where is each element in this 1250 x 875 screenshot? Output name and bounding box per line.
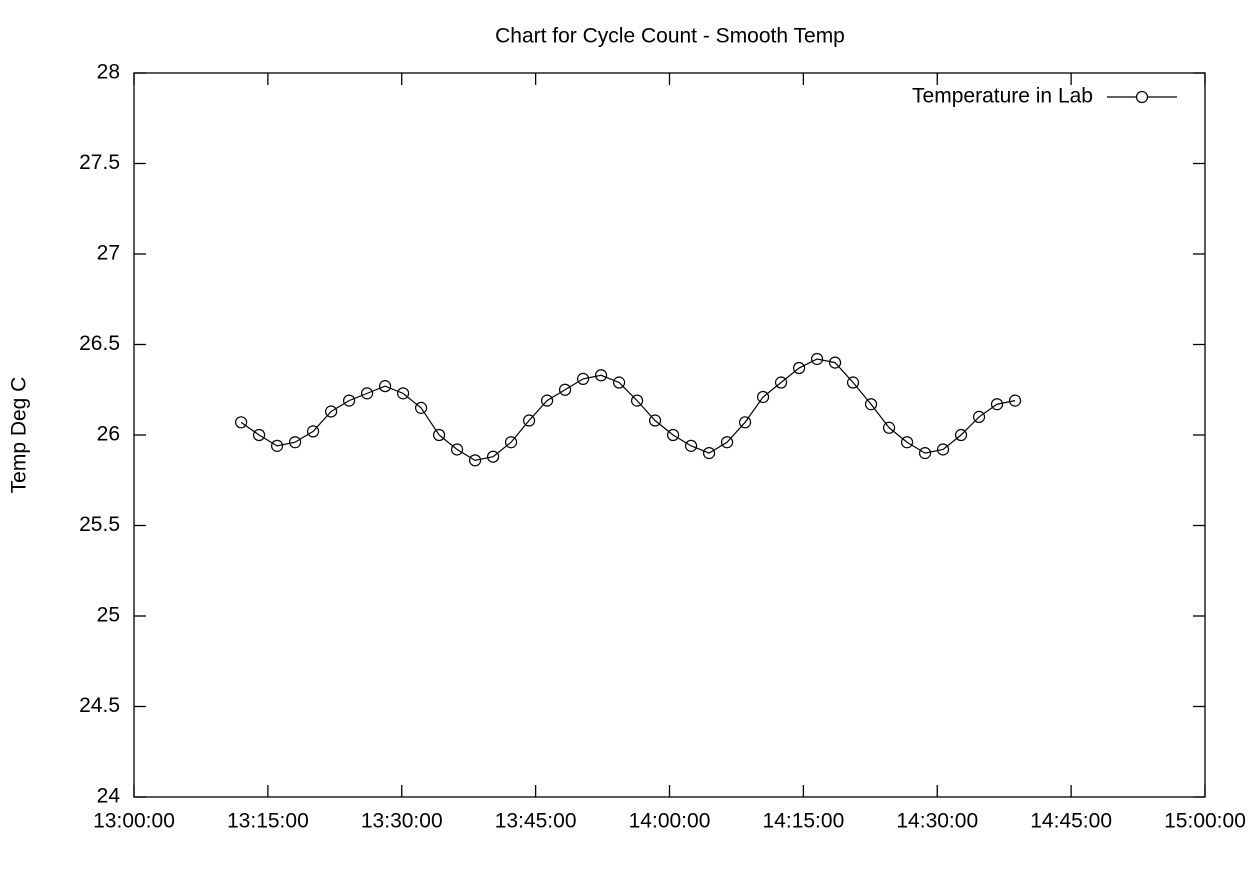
y-tick-label: 25 (97, 604, 120, 627)
data-point (666, 428, 680, 442)
data-point (900, 436, 914, 449)
data-point (504, 436, 518, 449)
data-point (936, 443, 950, 456)
data-point (540, 394, 554, 407)
data-point (612, 376, 626, 389)
data-point (270, 439, 284, 452)
data-point (648, 414, 662, 427)
chart-title: Chart for Cycle Count - Smooth Temp (495, 25, 845, 48)
data-point (630, 394, 644, 407)
data-point (846, 376, 860, 389)
data-point (342, 394, 356, 407)
data-point (396, 387, 410, 400)
data-point (774, 376, 788, 389)
data-point (414, 401, 428, 414)
data-point (378, 380, 392, 393)
data-point (576, 372, 590, 385)
data-point (864, 398, 878, 411)
data-point (954, 428, 968, 442)
legend-label: Temperature in Lab (912, 85, 1093, 108)
data-point (738, 416, 752, 429)
plot-border (133, 72, 1206, 798)
x-tick-label: 13:00:00 (93, 810, 175, 833)
x-tick-label: 13:15:00 (227, 810, 309, 833)
x-tick-label: 13:30:00 (361, 810, 443, 833)
data-point (828, 356, 842, 369)
data-point (684, 439, 698, 452)
y-tick-label: 24.5 (79, 694, 120, 717)
y-tick-label: 28 (97, 61, 120, 84)
data-point (792, 361, 806, 375)
y-tick-label: 27.5 (79, 151, 120, 174)
legend-marker (1135, 90, 1149, 104)
y-axis-label: Temp Deg C (8, 377, 31, 494)
y-tick-label: 25.5 (79, 513, 120, 536)
x-tick-label: 14:15:00 (763, 810, 845, 833)
data-point (972, 410, 986, 423)
data-point (558, 383, 572, 396)
series-line (240, 358, 1016, 461)
data-point (468, 454, 482, 467)
data-point (288, 436, 302, 449)
data-point (252, 428, 266, 442)
data-point (594, 369, 608, 382)
data-point (235, 416, 248, 429)
y-tick-label: 26 (97, 423, 120, 446)
x-tick-label: 14:45:00 (1030, 810, 1112, 833)
x-tick-label: 14:00:00 (629, 810, 711, 833)
data-point (918, 447, 932, 460)
y-tick-label: 26.5 (79, 332, 120, 355)
data-point (756, 390, 770, 404)
data-point (720, 436, 734, 449)
data-point (324, 405, 338, 418)
data-point (306, 425, 320, 438)
y-tick-label: 27 (97, 242, 120, 265)
y-tick-label: 24 (97, 785, 121, 808)
x-tick-label: 13:45:00 (495, 810, 577, 833)
data-point (432, 428, 446, 442)
data-point (360, 387, 374, 400)
data-point (1008, 394, 1022, 407)
data-point (486, 450, 500, 463)
data-point (990, 398, 1004, 411)
data-point (882, 421, 896, 434)
data-point (450, 443, 464, 456)
x-tick-label: 14:30:00 (896, 810, 978, 833)
data-point (702, 447, 716, 460)
data-point (810, 352, 824, 366)
x-tick-label: 15:00:00 (1164, 810, 1246, 833)
data-point (522, 414, 536, 427)
